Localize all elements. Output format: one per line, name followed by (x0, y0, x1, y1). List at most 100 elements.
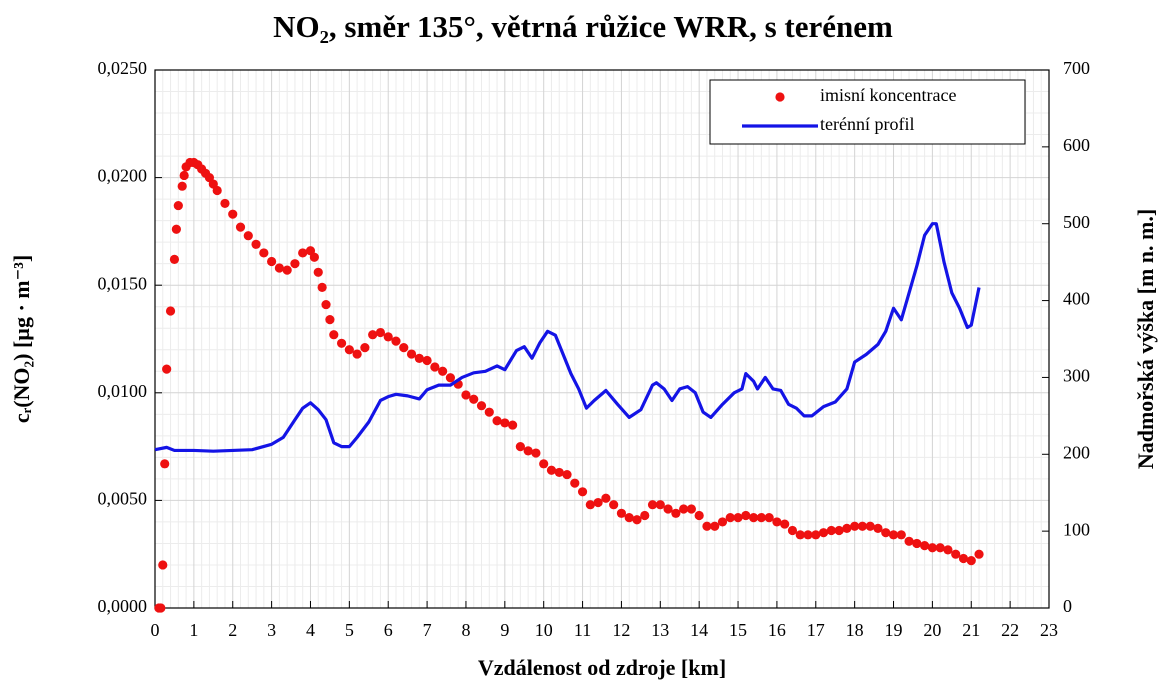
scatter-point (624, 513, 634, 523)
scatter-point (523, 446, 533, 456)
plot-frame (154, 69, 1050, 609)
scatter-point (694, 510, 704, 521)
y2-tick-label: 0 (1063, 596, 1072, 616)
y-tick-label: 0,0100 (98, 381, 148, 401)
scatter-point (570, 478, 580, 488)
scatter-point (228, 209, 238, 219)
scatter-point (391, 336, 401, 346)
scatter-point (850, 521, 860, 531)
scatter-point (741, 510, 751, 521)
scatter-point (679, 504, 689, 514)
scatter-point (609, 500, 619, 510)
scatter-point (717, 517, 728, 527)
scatter-point (399, 343, 409, 353)
x-tick-label: 20 (923, 620, 941, 640)
x-axis-label: Vzdálenost od zdroje [km] (478, 655, 726, 680)
scatter-point (162, 364, 172, 374)
scatter-point (329, 330, 339, 340)
scatter-point (438, 366, 448, 376)
y2-tick-label: 100 (1063, 519, 1090, 539)
x-tick-label: 11 (574, 620, 591, 640)
scatter-point (539, 459, 549, 469)
x-tick-label: 13 (651, 620, 669, 640)
scatter-point (383, 332, 393, 342)
scatter-point (764, 513, 774, 523)
scatter-point (725, 513, 735, 523)
scatter-point (888, 530, 899, 540)
scatter-point (826, 525, 836, 536)
scatter-point (158, 560, 168, 570)
scatter-point (220, 198, 230, 209)
scatter-point (974, 549, 984, 559)
scatter-point (336, 338, 347, 348)
x-tick-label: 15 (729, 620, 747, 640)
scatter-point (593, 497, 603, 508)
x-tick-label: 6 (384, 620, 393, 640)
scatter-point (406, 349, 417, 359)
scatter-point (531, 448, 541, 458)
scatter-point (601, 493, 611, 503)
scatter-point (177, 181, 187, 191)
scatter-point (156, 603, 166, 613)
scatter-point (375, 327, 386, 338)
scatter-point (368, 330, 378, 340)
y2-tick-label: 200 (1063, 442, 1090, 462)
scatter-point (476, 401, 487, 411)
scatter-point (873, 523, 883, 533)
scatter-point (212, 185, 222, 196)
scatter-point (912, 538, 922, 549)
scatter-point (663, 504, 673, 514)
scatter-point (179, 170, 189, 181)
scatter-point (787, 525, 798, 536)
scatter-point (259, 248, 269, 258)
scatter-point (842, 523, 852, 533)
scatter-point (414, 353, 424, 363)
x-tick-label: 10 (535, 620, 553, 640)
scatter-point (515, 442, 525, 452)
x-tick-label: 3 (267, 620, 276, 640)
scatter-point (772, 517, 782, 527)
scatter-point (507, 420, 518, 430)
scatter-point (671, 508, 681, 518)
scatter-point (562, 469, 572, 480)
scatter-point (500, 418, 510, 428)
scatter-point (317, 282, 327, 292)
scatter-point (461, 390, 471, 400)
scatter-point (282, 265, 292, 275)
scatter-point (290, 259, 300, 269)
scatter-point (171, 224, 181, 234)
x-tick-label: 23 (1040, 620, 1058, 640)
scatter-point (422, 355, 432, 366)
x-tick-label: 4 (306, 620, 315, 640)
scatter-point (780, 519, 790, 529)
scatter-point (795, 530, 805, 540)
scatter-point (585, 500, 595, 510)
scatter-point (492, 416, 502, 426)
scatter-point (803, 530, 813, 540)
y2-tick-label: 600 (1063, 135, 1090, 155)
scatter-point (632, 515, 642, 525)
scatter-point (616, 508, 627, 518)
scatter-point (702, 521, 712, 531)
scatter-point (881, 528, 891, 538)
scatter-point (647, 500, 658, 510)
line-series (154, 222, 981, 453)
scatter-point (834, 525, 844, 536)
scatter-point (352, 349, 362, 359)
y-tick-label: 0,0050 (98, 489, 148, 509)
scatter-point (896, 530, 906, 540)
x-tick-label: 16 (768, 620, 786, 640)
scatter-point (904, 536, 914, 546)
y2-tick-label: 500 (1063, 212, 1090, 232)
scatter-point (927, 543, 937, 553)
x-tick-label: 22 (1001, 620, 1019, 640)
scatter-point (748, 513, 759, 523)
scatter-point (710, 521, 720, 531)
chart-title: NO₂, směr 135°, větrná růžice WRR, s ter… (273, 9, 893, 44)
y-tick-label: 0,0150 (98, 273, 148, 293)
x-tick-label: 21 (962, 620, 980, 640)
scatter-point (360, 343, 370, 353)
scatter-point (966, 556, 976, 566)
scatter-point (274, 263, 284, 273)
